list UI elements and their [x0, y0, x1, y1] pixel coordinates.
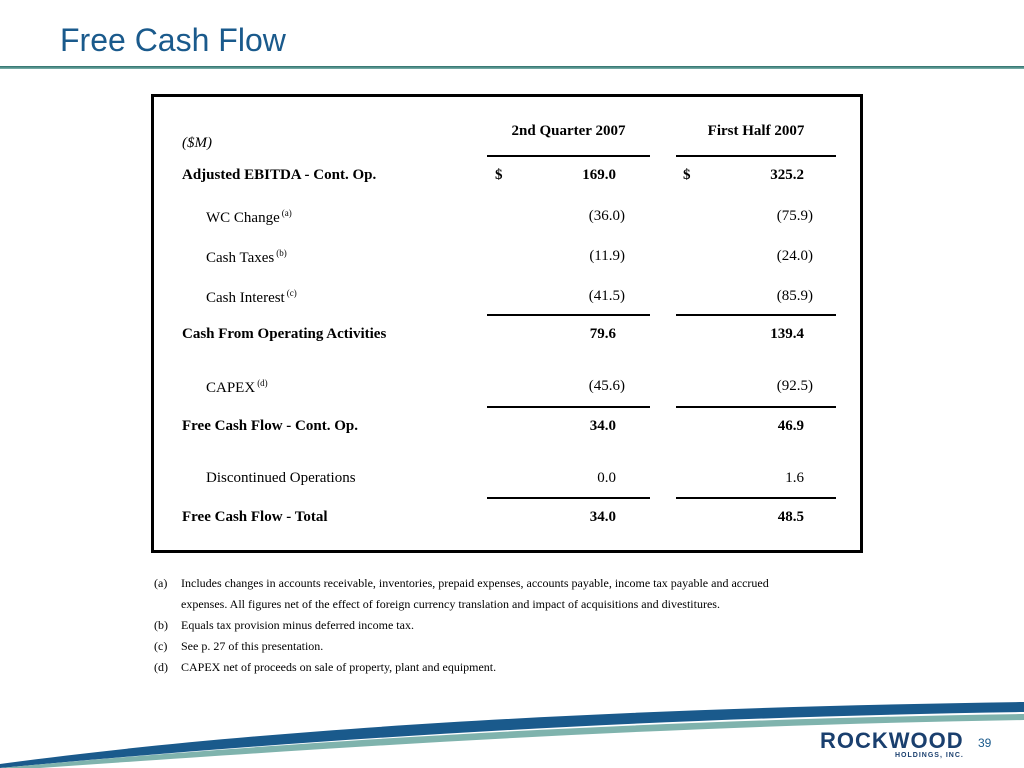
q2-value: 34.0 [589, 509, 616, 525]
title-rule [0, 66, 1024, 69]
footnote-tag: (b) [154, 618, 168, 632]
row-label: Adjusted EBITDA - Cont. Op. [182, 167, 377, 183]
row-label: Cash From Operating Activities [182, 326, 387, 342]
footnote-ref: (a) [281, 208, 292, 218]
footnote-text: Includes changes in accounts receivable,… [181, 576, 769, 611]
footer-swoosh [0, 702, 1024, 768]
unit-label: ($M) [182, 135, 212, 151]
footnote-tag: (c) [154, 639, 168, 653]
footnote-ref: (c) [286, 288, 297, 298]
rockwood-logo-subtitle: HOLDINGS, INC. [895, 752, 964, 759]
subtotal-rule-1 [487, 314, 650, 316]
footnote-ref: (d) [257, 378, 268, 388]
row-label: CAPEX (d) [206, 378, 268, 397]
h1-value: (75.9) [776, 208, 813, 224]
footnote-ref: (b) [276, 248, 287, 258]
row-label-text: CAPEX [206, 380, 256, 396]
total-rule-2 [676, 497, 836, 499]
q2-value: (45.6) [588, 378, 625, 394]
q2-value: 0.0 [597, 470, 616, 486]
page-number: 39 [978, 736, 992, 750]
footnote: (a) Includes changes in accounts receiva… [154, 573, 774, 615]
h1-value: (92.5) [776, 378, 813, 394]
header-rule-2 [676, 155, 836, 157]
footnote-tag: (a) [154, 576, 168, 590]
row-label-text: WC Change [206, 210, 280, 226]
q2-value: (36.0) [588, 208, 625, 224]
row-label: Free Cash Flow - Cont. Op. [182, 418, 358, 434]
row-label: WC Change (a) [206, 208, 292, 227]
subtotal-rule-2 [676, 406, 836, 408]
q2-value: (41.5) [588, 288, 625, 304]
footnote-text: CAPEX net of proceeds on sale of propert… [181, 660, 497, 674]
page-title: Free Cash Flow [60, 22, 286, 58]
total-rule-1 [487, 497, 650, 499]
row-label-text: Cash Taxes [206, 250, 275, 266]
header-rule-1 [487, 155, 650, 157]
row-label-text: Cash Interest [206, 290, 285, 306]
currency-symbol: $ [495, 167, 503, 183]
footnote: (c) See p. 27 of this presentation. [154, 636, 774, 657]
h1-value: (24.0) [776, 248, 813, 264]
q2-value: 34.0 [589, 418, 616, 434]
subtotal-rule-2 [676, 314, 836, 316]
footnote: (b) Equals tax provision minus deferred … [154, 615, 774, 636]
q2-value: 169.0 [582, 167, 616, 183]
q2-value: 79.6 [589, 326, 616, 342]
footnote-text: See p. 27 of this presentation. [181, 639, 324, 653]
currency-symbol: $ [683, 167, 691, 183]
footnotes: (a) Includes changes in accounts receiva… [154, 573, 774, 678]
q2-value: (11.9) [589, 248, 625, 264]
h1-value: 1.6 [785, 470, 804, 486]
h1-value: 46.9 [777, 418, 804, 434]
row-label: Free Cash Flow - Total [182, 509, 328, 525]
h1-value: 139.4 [770, 326, 804, 342]
row-label: Cash Taxes (b) [206, 248, 287, 267]
cash-flow-table: 2nd Quarter 2007 First Half 2007 ($M) Ad… [151, 94, 863, 553]
row-label: Cash Interest (c) [206, 288, 297, 307]
footnote: (d) CAPEX net of proceeds on sale of pro… [154, 657, 774, 678]
col1-header: 2nd Quarter 2007 [511, 123, 626, 139]
subtotal-rule-1 [487, 406, 650, 408]
footnote-text: Equals tax provision minus deferred inco… [181, 618, 414, 632]
h1-value: 325.2 [770, 167, 804, 183]
h1-value: (85.9) [776, 288, 813, 304]
footnote-tag: (d) [154, 660, 168, 674]
col2-header: First Half 2007 [707, 123, 805, 139]
rockwood-logo: ROCKWOOD [820, 728, 964, 753]
h1-value: 48.5 [777, 509, 804, 525]
row-label: Discontinued Operations [206, 470, 356, 486]
